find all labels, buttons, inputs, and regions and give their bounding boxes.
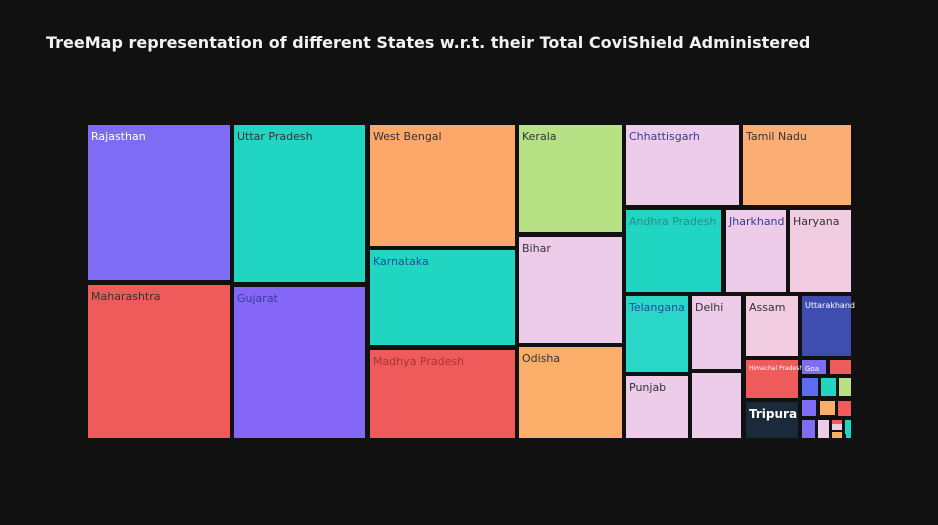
- tile-tamil-nadu[interactable]: Tamil Nadu: [743, 125, 851, 205]
- tile-label-haryana: Haryana: [793, 215, 840, 228]
- tile-rect-delhi: [692, 296, 741, 369]
- tile-andhra-pradesh[interactable]: Andhra Pradesh: [626, 210, 721, 292]
- tile-label-tripura: Tripura: [749, 407, 797, 421]
- tile-rect-west-bengal: [370, 125, 515, 246]
- tile-small-1[interactable]: [692, 373, 741, 438]
- tile-jharkhand[interactable]: Jharkhand: [726, 210, 786, 292]
- tile-label-chhattisgarh: Chhattisgarh: [629, 130, 700, 143]
- tile-rect-tamil-nadu: [743, 125, 851, 205]
- tile-label-tamil-nadu: Tamil Nadu: [745, 130, 807, 143]
- tile-rect-karnataka: [370, 250, 515, 345]
- tile-small-15[interactable]: [846, 434, 851, 438]
- tile-rect-jharkhand: [726, 210, 786, 292]
- tile-rect-uttar-pradesh: [234, 125, 365, 282]
- tile-uttarakhand[interactable]: Uttarakhand: [802, 296, 855, 356]
- tile-rect-punjab: [626, 376, 688, 438]
- tile-rect-maharashtra: [88, 285, 230, 438]
- tile-punjab[interactable]: Punjab: [626, 376, 688, 438]
- tile-label-andhra-pradesh: Andhra Pradesh: [629, 215, 716, 228]
- tile-label-karnataka: Karnataka: [373, 255, 429, 268]
- tile-small-14[interactable]: [832, 424, 842, 430]
- tile-label-odisha: Odisha: [522, 352, 560, 365]
- tile-rect-kerala: [519, 125, 622, 232]
- tile-rect-uttarakhand: [802, 296, 851, 356]
- tile-label-west-bengal: West Bengal: [373, 130, 442, 143]
- tile-rect-himachal-pradesh: [746, 360, 798, 398]
- tile-rect-rajasthan: [88, 125, 230, 280]
- tile-maharashtra[interactable]: Maharashtra: [88, 285, 230, 438]
- tile-kerala[interactable]: Kerala: [519, 125, 622, 232]
- tile-goa[interactable]: Goa: [802, 360, 826, 374]
- tile-odisha[interactable]: Odisha: [519, 347, 622, 438]
- tile-label-gujarat: Gujarat: [237, 292, 279, 305]
- tile-rect-madhya-pradesh: [370, 350, 515, 438]
- tile-label-rajasthan: Rajasthan: [91, 130, 146, 143]
- tile-label-goa: Goa: [805, 365, 819, 373]
- tile-bihar[interactable]: Bihar: [519, 237, 622, 343]
- tile-label-himachal-pradesh: Himachal Pradesh: [749, 365, 803, 372]
- tile-rect-goa: [802, 360, 826, 374]
- tile-small-8[interactable]: [838, 401, 851, 416]
- tile-label-assam: Assam: [749, 301, 785, 314]
- tile-gujarat[interactable]: Gujarat: [234, 287, 365, 438]
- chart-title: TreeMap representation of different Stat…: [46, 33, 811, 52]
- tile-himachal-pradesh[interactable]: Himachal Pradesh: [746, 360, 803, 398]
- tile-rect-andhra-pradesh: [626, 210, 721, 292]
- tile-label-delhi: Delhi: [695, 301, 723, 314]
- tile-small-10[interactable]: [818, 420, 829, 438]
- tile-rect-odisha: [519, 347, 622, 438]
- tile-small-7[interactable]: [820, 401, 835, 415]
- tile-assam[interactable]: Assam: [746, 296, 798, 356]
- tile-label-jharkhand: Jharkhand: [728, 215, 785, 228]
- tile-west-bengal[interactable]: West Bengal: [370, 125, 515, 246]
- tile-tripura[interactable]: Tripura: [746, 402, 798, 438]
- tile-rect-gujarat: [234, 287, 365, 438]
- tile-label-bihar: Bihar: [522, 242, 551, 255]
- tile-rect-haryana: [790, 210, 851, 292]
- tile-rect-assam: [746, 296, 798, 356]
- tile-madhya-pradesh[interactable]: Madhya Pradesh: [370, 350, 515, 438]
- tile-rajasthan[interactable]: Rajasthan: [88, 125, 230, 280]
- tile-delhi[interactable]: Delhi: [692, 296, 741, 369]
- tile-rect-tripura: [746, 402, 798, 438]
- tile-label-madhya-pradesh: Madhya Pradesh: [373, 355, 464, 368]
- tile-label-kerala: Kerala: [522, 130, 557, 143]
- tile-label-telangana: Telangana: [628, 301, 685, 314]
- tile-label-uttar-pradesh: Uttar Pradesh: [237, 130, 313, 143]
- tile-telangana[interactable]: Telangana: [626, 296, 688, 372]
- tile-small-6[interactable]: [802, 400, 816, 416]
- tile-small-3[interactable]: [802, 378, 818, 396]
- tile-label-uttarakhand: Uttarakhand: [805, 301, 855, 310]
- tile-small-12[interactable]: [832, 432, 842, 438]
- tile-rect-telangana: [626, 296, 688, 372]
- tile-small-13[interactable]: [845, 420, 851, 434]
- tile-label-punjab: Punjab: [629, 381, 666, 394]
- tile-haryana[interactable]: Haryana: [790, 210, 851, 292]
- tile-rect-bihar: [519, 237, 622, 343]
- tile-karnataka[interactable]: Karnataka: [370, 250, 515, 345]
- tile-small-2[interactable]: [830, 360, 851, 374]
- tile-uttar-pradesh[interactable]: Uttar Pradesh: [234, 125, 365, 282]
- tile-small-5[interactable]: [839, 378, 851, 396]
- tile-small-9[interactable]: [802, 420, 815, 438]
- tile-small-4[interactable]: [821, 378, 836, 396]
- tile-chhattisgarh[interactable]: Chhattisgarh: [626, 125, 739, 205]
- tile-label-maharashtra: Maharashtra: [91, 290, 161, 303]
- tile-rect-chhattisgarh: [626, 125, 739, 205]
